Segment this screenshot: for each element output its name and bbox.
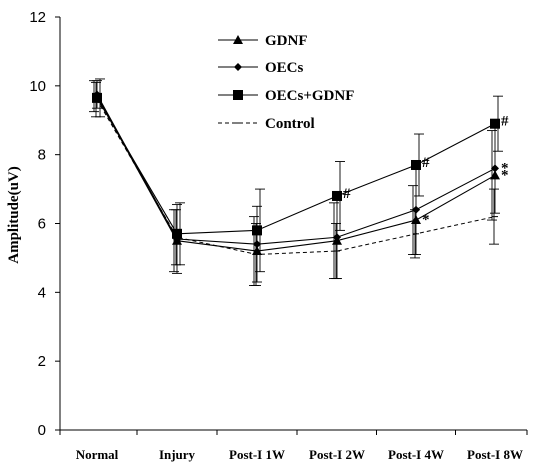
x-tick-label: Post-I 1W (229, 447, 285, 462)
data-point (491, 164, 499, 173)
data-point (253, 240, 261, 249)
data-point (252, 246, 262, 256)
series-markers (92, 90, 500, 256)
significance-annotations: ###*** (343, 114, 509, 228)
significance-hash: # (501, 114, 509, 130)
series-line-control (96, 99, 496, 255)
legend-label: OECs+GDNF (265, 88, 354, 104)
data-point (333, 233, 341, 242)
data-point (172, 228, 182, 239)
y-tick-label: 8 (38, 147, 46, 164)
x-tick-label: Injury (159, 447, 196, 462)
legend-marker (234, 63, 242, 71)
y-tick-label: 0 (38, 422, 46, 439)
x-tick-label: Post-I 2W (309, 447, 365, 462)
legend-label: OECs (265, 60, 304, 76)
significance-asterisk: * (422, 212, 430, 228)
y-tick-label: 12 (29, 9, 46, 26)
data-point (411, 159, 421, 170)
data-point (411, 215, 421, 225)
significance-hash: # (343, 186, 351, 202)
data-point (92, 92, 102, 103)
y-tick-label: 4 (38, 284, 46, 301)
x-tick-label: Post-I 8W (467, 447, 523, 462)
data-point (490, 118, 500, 129)
legend: GDNF OECs OECs+GDNF Control (218, 33, 354, 132)
y-tick-label: 2 (38, 353, 46, 370)
data-point (412, 205, 420, 214)
data-point (252, 225, 262, 236)
y-axis-title: Amplitude(uV) (6, 166, 22, 264)
legend-label: Control (265, 116, 315, 132)
y-tick-label: 10 (29, 78, 46, 95)
data-point (332, 190, 342, 201)
significance-asterisk: * (501, 167, 509, 183)
series-line-gdnf (96, 95, 496, 252)
significance-hash: # (422, 155, 430, 171)
series-lines (96, 94, 496, 255)
legend-label: GDNF (265, 33, 308, 49)
y-tick-label: 6 (38, 216, 46, 233)
x-tick-label: Post-I 4W (388, 447, 444, 462)
significance-asterisk: * (501, 160, 509, 176)
error-bars (89, 78, 503, 286)
axes: 0 2 4 6 8 10 12 Normal Injury Post-I 1W Post-I 2W P… (29, 9, 528, 462)
series-line-oecs-gdnf (96, 97, 496, 235)
data-point (490, 170, 500, 180)
x-tick-label: Normal (76, 447, 119, 462)
legend-marker (233, 35, 243, 44)
legend-marker (233, 90, 243, 100)
